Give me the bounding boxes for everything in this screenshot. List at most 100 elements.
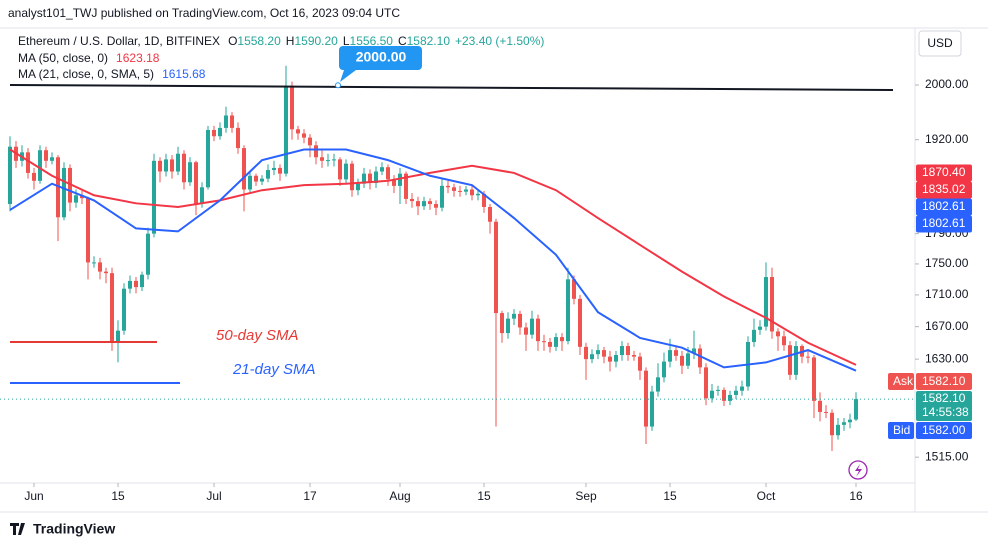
last-value: 1582.10 [922,391,966,405]
candle-body [200,187,204,205]
event-icon[interactable] [848,460,868,480]
legend-row: MA (50, close, 0) 1623.18 [18,51,160,65]
candle-body [254,175,258,182]
candle-body [536,318,540,342]
ohlc-label: L [343,34,350,48]
candle-body [812,357,816,401]
candle-body [512,313,516,319]
candle-body [842,422,846,425]
candle-body [104,271,108,274]
currency-box[interactable] [918,30,962,57]
candle-body [392,179,396,186]
candle-body [476,193,480,196]
x-tick-label: Aug [389,489,410,503]
candle-body [32,172,36,181]
candle-body [404,173,408,199]
x-tick-label: Jul [206,489,221,503]
candle-body [458,190,462,192]
price-label-box [916,181,972,199]
candle-body [110,273,114,343]
candle-body [332,159,336,161]
candle-body [86,198,90,263]
candle-body [542,341,546,343]
candle-body [164,159,168,172]
candle-body [56,157,60,218]
price-label: 1802.61 [922,199,966,213]
ohlc-value: 1558.20 [237,34,281,48]
candle-body [416,201,420,207]
candle-body [218,127,222,137]
ask-label: Ask [893,374,914,388]
candle-body [656,377,660,392]
candle-body [236,127,240,149]
candle-body [698,348,702,368]
level-anchor [335,82,341,89]
bid-label: Bid [893,423,910,437]
ohlc-value: 1590.20 [294,34,338,48]
candle-body [128,280,132,289]
candle-body [662,361,666,378]
candle-body [8,146,12,205]
candle-body [224,115,228,128]
candle-body [752,329,756,342]
x-tick-label: 17 [303,489,317,503]
candle-body [410,198,414,202]
candle-body [854,399,858,420]
candle-body [398,173,402,186]
candle-body [626,346,630,356]
candle-body [530,318,534,335]
currency[interactable]: USD [927,36,953,50]
candle-body [794,346,798,375]
candle-body [68,167,72,203]
candle-body [302,133,306,138]
candle-body [578,298,582,347]
candle-body [170,159,174,172]
ohlc-label: C [398,34,407,48]
candle-body [230,115,234,128]
y-tick-label: 1630.00 [925,351,969,365]
candle-body [560,337,564,342]
candle-body [122,288,126,331]
candle-body [176,153,180,172]
x-tick-label: Sep [575,489,597,503]
brand-name: TradingView [33,521,115,537]
candle-body [158,160,162,172]
candle-body [74,195,78,203]
candle-body [824,411,828,413]
ask-box [916,373,972,390]
ohlc-label: O [228,34,237,48]
candle-body [38,150,42,181]
candle-body [614,355,618,362]
candle-body [260,178,264,182]
candle-body [488,206,492,222]
candle-body [446,185,450,188]
candle-body [182,153,186,183]
moving-average [9,148,857,366]
change: +23.40 (+1.50%) [455,34,544,48]
published-note: analyst101_TWJ published on TradingView.… [8,6,400,20]
candle-body [296,129,300,134]
candle-body [266,170,270,179]
candle-body [596,350,600,355]
brand-logo [10,523,25,535]
candle-body [632,355,636,357]
candle-body [368,173,372,183]
candle-body [422,201,426,207]
candle-body [644,370,648,427]
symbol-title: Ethereum / U.S. Dollar, 1D, BITFINEX [18,34,220,48]
candle-body [686,353,690,366]
candle-body [728,394,732,401]
x-tick-label: 15 [663,489,677,503]
price-label-box [916,198,972,216]
candle-body [650,391,654,427]
candle-body [380,167,384,172]
candle-body [830,412,834,436]
candle-body [704,367,708,399]
ohlc-value: 1556.50 [350,34,394,48]
y-tick-label: 1670.00 [925,319,969,333]
candle-body [716,389,720,391]
candle-body [248,175,252,190]
candle-body [92,262,96,264]
legend-value: 1623.18 [116,51,160,65]
